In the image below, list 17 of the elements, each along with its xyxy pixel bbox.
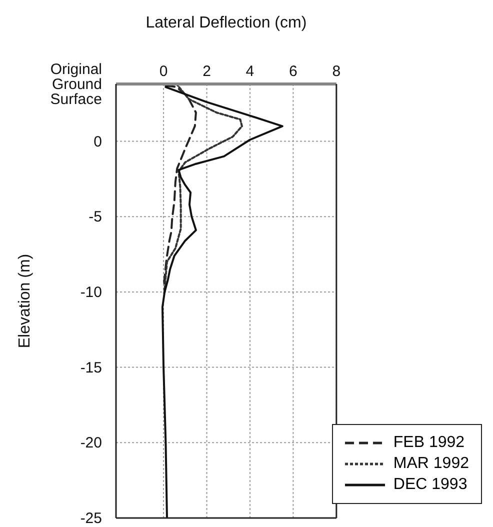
x-axis-title: Lateral Deflection (cm): [146, 14, 307, 32]
x-tick-label: 4: [246, 63, 254, 80]
legend-label: DEC 1993: [393, 476, 468, 494]
x-tick-label: 6: [289, 63, 298, 80]
legend-label: FEB 1992: [393, 434, 465, 452]
legend-label: MAR 1992: [393, 455, 469, 473]
y-tick-label: -10: [80, 283, 102, 300]
y-tick-label: -20: [80, 434, 102, 452]
y-tick-label: -25: [80, 510, 102, 526]
x-tick-label: 8: [332, 63, 341, 80]
x-tick-label: 0: [159, 63, 168, 80]
y-axis-title: Elevation (m): [16, 254, 34, 348]
y-tick-label: 0: [94, 132, 102, 150]
y-tick-label: -15: [80, 358, 102, 376]
x-tick-label: 2: [202, 63, 211, 80]
y-tick-label: -5: [88, 208, 102, 226]
y-tick-label: Original Ground Surface: [50, 60, 102, 108]
